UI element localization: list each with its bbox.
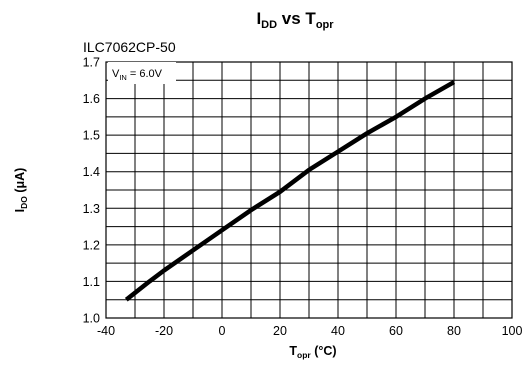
chart-title-mid: vs T (277, 9, 316, 28)
condition-label-box: VIN = 6.0V (108, 62, 176, 84)
y-axis-label-post: (μA) (13, 168, 27, 196)
y-tick-label: 1.4 (83, 165, 100, 179)
x-tick-label: 40 (331, 324, 345, 338)
chart-title-main: I (256, 9, 261, 28)
series-line (124, 80, 456, 302)
x-tick-label: 80 (447, 324, 461, 338)
y-tick-label: 1.6 (83, 92, 100, 106)
y-tick-label: 1.0 (83, 312, 100, 326)
y-tick-label: 1.2 (83, 238, 100, 252)
condition-post: = 6.0V (127, 68, 163, 80)
x-tick-label: 60 (389, 324, 403, 338)
condition-sub: IN (119, 73, 127, 82)
y-tick-label: 1.7 (83, 56, 100, 70)
condition-pre: V (112, 68, 120, 80)
condition-label-bg (108, 62, 176, 84)
y-tick-label: 1.3 (83, 202, 100, 216)
series-layer (124, 80, 456, 302)
chart-title-sub1: DD (261, 19, 277, 31)
chart-title: IDD vs Topr (256, 9, 334, 31)
x-tick-label: 20 (273, 324, 287, 338)
x-axis-label: Topr (°C) (289, 344, 336, 360)
x-tick-label: -20 (155, 324, 173, 338)
y-axis-label: IDO (μA) (13, 168, 29, 213)
y-tick-label: 1.5 (83, 129, 100, 143)
x-tick-label: -40 (97, 324, 115, 338)
tick-labels: -40 -20 0 20 40 60 80 100 1.0 1.1 1.2 1.3 1.4 1.5 1.6 1… (83, 56, 523, 339)
x-tick-label: 100 (502, 324, 523, 338)
y-axis-label-sub: DO (19, 196, 29, 209)
y-axis-label-main: I (13, 209, 27, 212)
x-tick-label: 0 (219, 324, 226, 338)
x-axis-label-sub: opr (297, 350, 311, 360)
grid (106, 62, 512, 318)
x-axis-label-post: (°C) (311, 344, 337, 358)
plot-frame (105, 61, 513, 319)
part-number-label: ILC7062CP-50 (83, 39, 176, 55)
condition-label: VIN = 6.0V (112, 68, 163, 82)
x-axis-label-main: T (289, 344, 297, 358)
chart-title-sub2: opr (316, 19, 334, 31)
y-tick-label: 1.1 (83, 275, 100, 289)
